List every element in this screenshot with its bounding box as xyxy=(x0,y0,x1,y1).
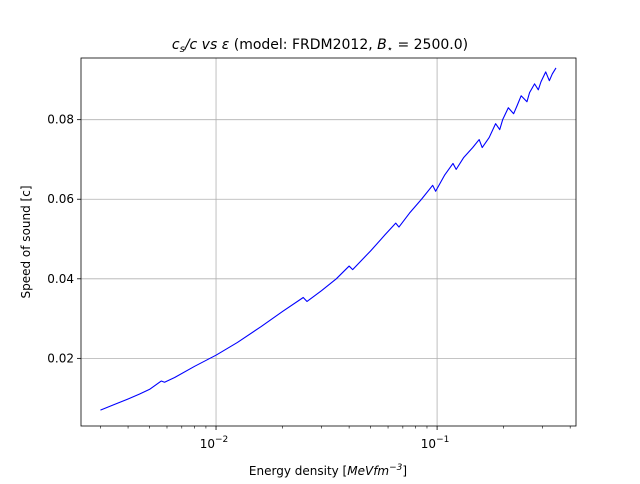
title-model: (model: FRDM2012, xyxy=(229,37,377,53)
title-epsilon: ε xyxy=(222,37,230,53)
x-axis-label: Energy density [MeVfm−3] xyxy=(249,463,407,478)
title-b-sub: ⋆ xyxy=(387,44,393,55)
axes-frame xyxy=(80,57,577,427)
y-axis-label: Speed of sound [c] xyxy=(19,185,33,298)
title-cs: c xyxy=(172,37,180,53)
title-slash-c: /c vs xyxy=(183,37,222,53)
x-label-suffix: ] xyxy=(402,464,407,478)
title-cs-sub: s xyxy=(180,44,185,55)
title-value: = 2500.0) xyxy=(393,37,468,53)
title-b: B xyxy=(377,37,387,53)
x-axis-ticks: 10−2 10−1 xyxy=(100,426,571,451)
x-tick-label: 10−1 xyxy=(421,435,450,451)
grid xyxy=(81,58,576,426)
y-tick-label: 0.02 xyxy=(47,351,74,365)
x-label-exp: −3 xyxy=(389,463,403,473)
x-label-unit: MeVfm xyxy=(347,464,389,478)
y-tick-label: 0.04 xyxy=(47,272,74,286)
chart-title: cs/c vs ε (model: FRDM2012, B⋆ = 2500.0) xyxy=(172,37,468,55)
y-tick-label: 0.06 xyxy=(47,192,74,206)
y-axis-ticks: 0.02 0.04 0.06 0.08 xyxy=(47,113,81,365)
y-tick-label: 0.08 xyxy=(47,113,74,127)
data-series-line xyxy=(100,67,557,411)
x-tick-label: 10−2 xyxy=(200,435,229,451)
x-label-prefix: Energy density [ xyxy=(249,464,347,478)
